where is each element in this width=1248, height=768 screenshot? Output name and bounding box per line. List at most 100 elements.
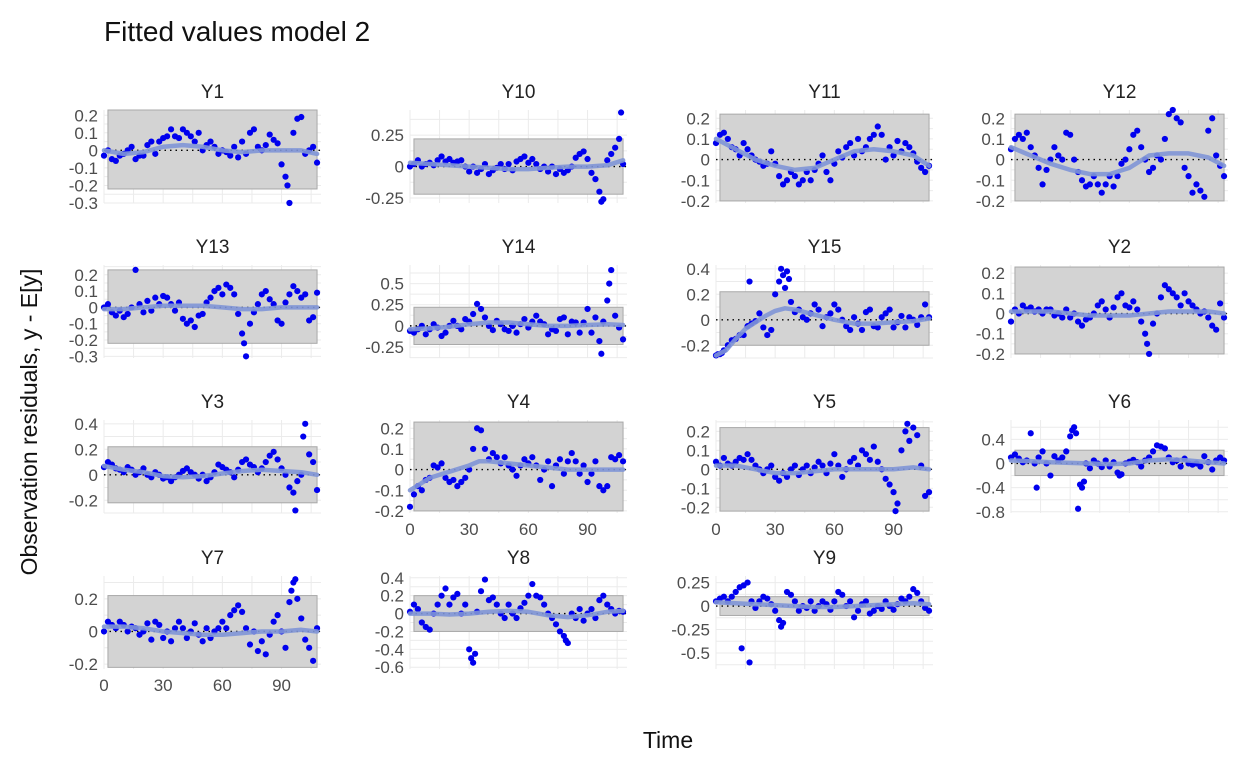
residual-point (1181, 290, 1188, 297)
residual-point (477, 588, 485, 595)
residual-point (1217, 300, 1224, 307)
residual-point (596, 597, 603, 604)
residual-point (1078, 322, 1086, 329)
residual-point (894, 137, 901, 145)
y-tick-label: 0 (89, 622, 98, 641)
residual-point (783, 473, 791, 481)
residual-point (584, 305, 591, 313)
residual-point (564, 331, 571, 338)
y-tick-label: 0.1 (74, 124, 98, 143)
smooth-trend-line (101, 463, 320, 480)
residual-point (906, 144, 913, 151)
residual-point (811, 301, 818, 308)
residual-point (505, 601, 512, 608)
facet-panel: Y5-0.2-0.100.10.20 30 60 90 (681, 392, 933, 539)
panel-title: Y10 (502, 82, 536, 103)
residual-point (866, 306, 873, 313)
residual-point (740, 139, 747, 147)
residual-point (1149, 448, 1157, 455)
residual-point (1181, 164, 1188, 171)
residual-point (1177, 463, 1184, 470)
residual-point (164, 133, 171, 140)
residual-point (1047, 472, 1054, 479)
residual-point (167, 126, 175, 133)
residual-point (442, 474, 449, 481)
residual-point (144, 620, 151, 627)
smooth-trend-line (407, 608, 626, 620)
residual-point (1067, 433, 1074, 440)
residual-point (1201, 193, 1208, 200)
residual-point (513, 614, 520, 622)
x-tick-label: 30 (460, 520, 479, 539)
residual-point (300, 433, 307, 440)
residual-point (313, 159, 321, 166)
residual-point (1035, 164, 1042, 171)
residual-point (262, 288, 269, 295)
x-tick-label: 30 (154, 676, 173, 695)
residual-point (882, 475, 889, 482)
smooth-trend-line (407, 459, 626, 493)
residual-point (238, 138, 246, 145)
residual-point (1015, 131, 1022, 138)
residual-point (521, 153, 528, 160)
residual-point (588, 169, 595, 176)
residual-point (1134, 127, 1141, 134)
y-tick-label: 0.2 (74, 440, 98, 459)
residual-point (878, 605, 885, 612)
residual-point (564, 458, 571, 465)
residual-point (744, 579, 751, 586)
residual-point (1098, 189, 1105, 196)
residual-point (756, 310, 763, 317)
residual-point (434, 464, 441, 471)
residual-point (302, 420, 309, 427)
y-tick-label: 0 (701, 460, 710, 479)
residual-point (175, 134, 183, 142)
residual-point (568, 449, 575, 457)
residual-point (258, 638, 265, 645)
residual-point (242, 353, 250, 360)
residual-point (274, 612, 281, 619)
residual-point (207, 294, 214, 301)
residual-point (847, 326, 854, 334)
smooth-trend-line (713, 463, 932, 476)
residual-point (882, 156, 889, 163)
residual-point (422, 331, 429, 338)
residual-point (442, 585, 449, 592)
panel-title: Y14 (502, 237, 536, 258)
residual-point (410, 491, 418, 498)
facet-panel: Y12 -0.2 -0.10 0.1 0.2 (976, 82, 1228, 211)
residual-point (270, 448, 277, 455)
panel-title: Y7 (201, 548, 224, 569)
residual-point (592, 614, 599, 622)
residual-point (619, 458, 627, 465)
residual-point (1177, 302, 1184, 309)
residual-point (152, 294, 159, 301)
residual-point (795, 607, 802, 614)
residual-point (302, 291, 309, 298)
residual-point (418, 619, 425, 626)
residual-point (807, 598, 814, 605)
residual-point (1197, 187, 1204, 194)
residual-point (1086, 465, 1094, 472)
residual-point (902, 428, 909, 435)
residual-point (446, 155, 453, 163)
residual-point (1130, 131, 1137, 138)
residual-point (481, 576, 489, 583)
residual-point (764, 331, 771, 339)
residual-point (501, 614, 508, 622)
residual-point (294, 595, 301, 602)
residual-point (191, 323, 198, 331)
residual-point (779, 181, 787, 188)
residual-point (552, 621, 560, 628)
smooth-trend-line (407, 158, 626, 172)
residual-point (870, 607, 877, 614)
residual-point (584, 478, 591, 486)
residual-point (450, 476, 457, 484)
residual-point (791, 598, 799, 605)
residual-point (521, 316, 528, 323)
residual-point (1110, 183, 1117, 190)
residual-point (858, 447, 866, 454)
residual-point (596, 337, 603, 345)
residual-point (776, 173, 783, 180)
residual-point (870, 131, 877, 138)
